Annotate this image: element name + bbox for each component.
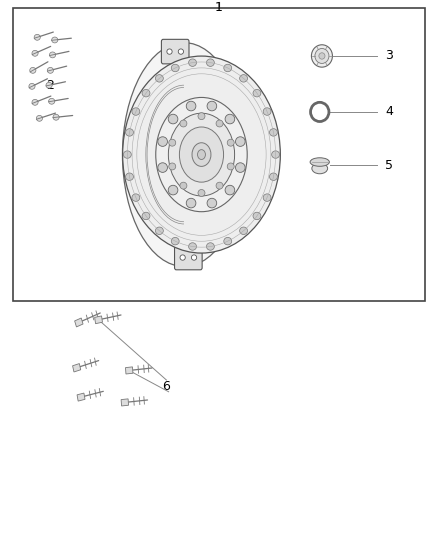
Ellipse shape bbox=[198, 150, 205, 159]
Ellipse shape bbox=[171, 64, 179, 72]
Ellipse shape bbox=[189, 59, 197, 67]
Ellipse shape bbox=[186, 101, 196, 111]
Ellipse shape bbox=[225, 114, 235, 124]
Ellipse shape bbox=[46, 83, 52, 88]
Ellipse shape bbox=[155, 75, 163, 82]
Text: 6: 6 bbox=[162, 380, 170, 393]
Ellipse shape bbox=[32, 99, 38, 105]
Ellipse shape bbox=[263, 108, 271, 115]
Polygon shape bbox=[121, 399, 128, 406]
Ellipse shape bbox=[236, 137, 245, 147]
Ellipse shape bbox=[311, 45, 332, 67]
Ellipse shape bbox=[159, 212, 170, 221]
Ellipse shape bbox=[169, 139, 176, 146]
Ellipse shape bbox=[224, 64, 232, 72]
Ellipse shape bbox=[124, 151, 131, 158]
Ellipse shape bbox=[158, 137, 167, 147]
Ellipse shape bbox=[178, 49, 184, 54]
Ellipse shape bbox=[236, 163, 245, 172]
Ellipse shape bbox=[169, 163, 176, 170]
Text: 3: 3 bbox=[385, 50, 393, 62]
Ellipse shape bbox=[52, 37, 58, 43]
Ellipse shape bbox=[263, 194, 271, 201]
Ellipse shape bbox=[168, 114, 178, 124]
Ellipse shape bbox=[180, 120, 187, 127]
Ellipse shape bbox=[198, 190, 205, 197]
Ellipse shape bbox=[34, 35, 40, 41]
Ellipse shape bbox=[240, 75, 247, 82]
Text: 4: 4 bbox=[385, 106, 393, 118]
Ellipse shape bbox=[253, 90, 261, 97]
Ellipse shape bbox=[126, 128, 134, 136]
Polygon shape bbox=[77, 393, 85, 401]
Ellipse shape bbox=[156, 98, 247, 212]
Ellipse shape bbox=[29, 83, 35, 90]
Ellipse shape bbox=[311, 102, 329, 122]
Ellipse shape bbox=[126, 173, 134, 181]
Ellipse shape bbox=[180, 127, 223, 182]
Ellipse shape bbox=[191, 255, 197, 260]
Ellipse shape bbox=[132, 108, 140, 115]
Ellipse shape bbox=[227, 139, 234, 146]
Ellipse shape bbox=[168, 113, 235, 196]
FancyBboxPatch shape bbox=[161, 39, 189, 64]
Ellipse shape bbox=[180, 255, 185, 260]
Ellipse shape bbox=[253, 212, 261, 220]
Polygon shape bbox=[95, 316, 102, 324]
Ellipse shape bbox=[32, 51, 38, 56]
Ellipse shape bbox=[319, 53, 325, 59]
Ellipse shape bbox=[142, 212, 150, 220]
Polygon shape bbox=[126, 367, 133, 374]
Bar bbox=[13, 8, 425, 301]
Ellipse shape bbox=[312, 163, 328, 174]
Ellipse shape bbox=[49, 98, 55, 104]
Ellipse shape bbox=[269, 173, 277, 181]
Ellipse shape bbox=[53, 114, 59, 120]
Ellipse shape bbox=[155, 227, 163, 235]
Ellipse shape bbox=[36, 116, 42, 121]
Text: 2: 2 bbox=[46, 79, 54, 92]
Text: 1: 1 bbox=[215, 1, 223, 14]
Ellipse shape bbox=[123, 43, 245, 266]
Ellipse shape bbox=[171, 237, 179, 245]
Ellipse shape bbox=[207, 101, 217, 111]
Ellipse shape bbox=[123, 56, 280, 253]
Ellipse shape bbox=[49, 52, 56, 58]
Ellipse shape bbox=[30, 67, 36, 74]
Ellipse shape bbox=[142, 90, 150, 97]
Ellipse shape bbox=[189, 243, 197, 250]
Polygon shape bbox=[74, 318, 83, 327]
Ellipse shape bbox=[206, 59, 214, 67]
Ellipse shape bbox=[225, 185, 235, 195]
Ellipse shape bbox=[216, 182, 223, 189]
Ellipse shape bbox=[132, 194, 140, 201]
Ellipse shape bbox=[224, 237, 232, 245]
Ellipse shape bbox=[315, 49, 329, 63]
Ellipse shape bbox=[180, 182, 187, 189]
Ellipse shape bbox=[314, 106, 326, 118]
Ellipse shape bbox=[168, 185, 178, 195]
Ellipse shape bbox=[47, 67, 53, 74]
Ellipse shape bbox=[240, 227, 247, 235]
Ellipse shape bbox=[216, 120, 223, 127]
Ellipse shape bbox=[272, 151, 279, 158]
Polygon shape bbox=[73, 364, 81, 372]
Ellipse shape bbox=[159, 88, 170, 98]
Ellipse shape bbox=[167, 49, 172, 54]
Ellipse shape bbox=[186, 198, 196, 208]
Ellipse shape bbox=[227, 163, 234, 170]
Ellipse shape bbox=[192, 143, 211, 166]
Ellipse shape bbox=[207, 198, 217, 208]
Ellipse shape bbox=[198, 212, 209, 221]
Ellipse shape bbox=[198, 88, 209, 98]
Ellipse shape bbox=[198, 112, 205, 119]
Ellipse shape bbox=[310, 158, 329, 166]
FancyBboxPatch shape bbox=[174, 245, 202, 270]
Ellipse shape bbox=[206, 243, 214, 250]
Ellipse shape bbox=[269, 128, 277, 136]
Ellipse shape bbox=[158, 163, 167, 172]
Text: 5: 5 bbox=[385, 159, 393, 172]
